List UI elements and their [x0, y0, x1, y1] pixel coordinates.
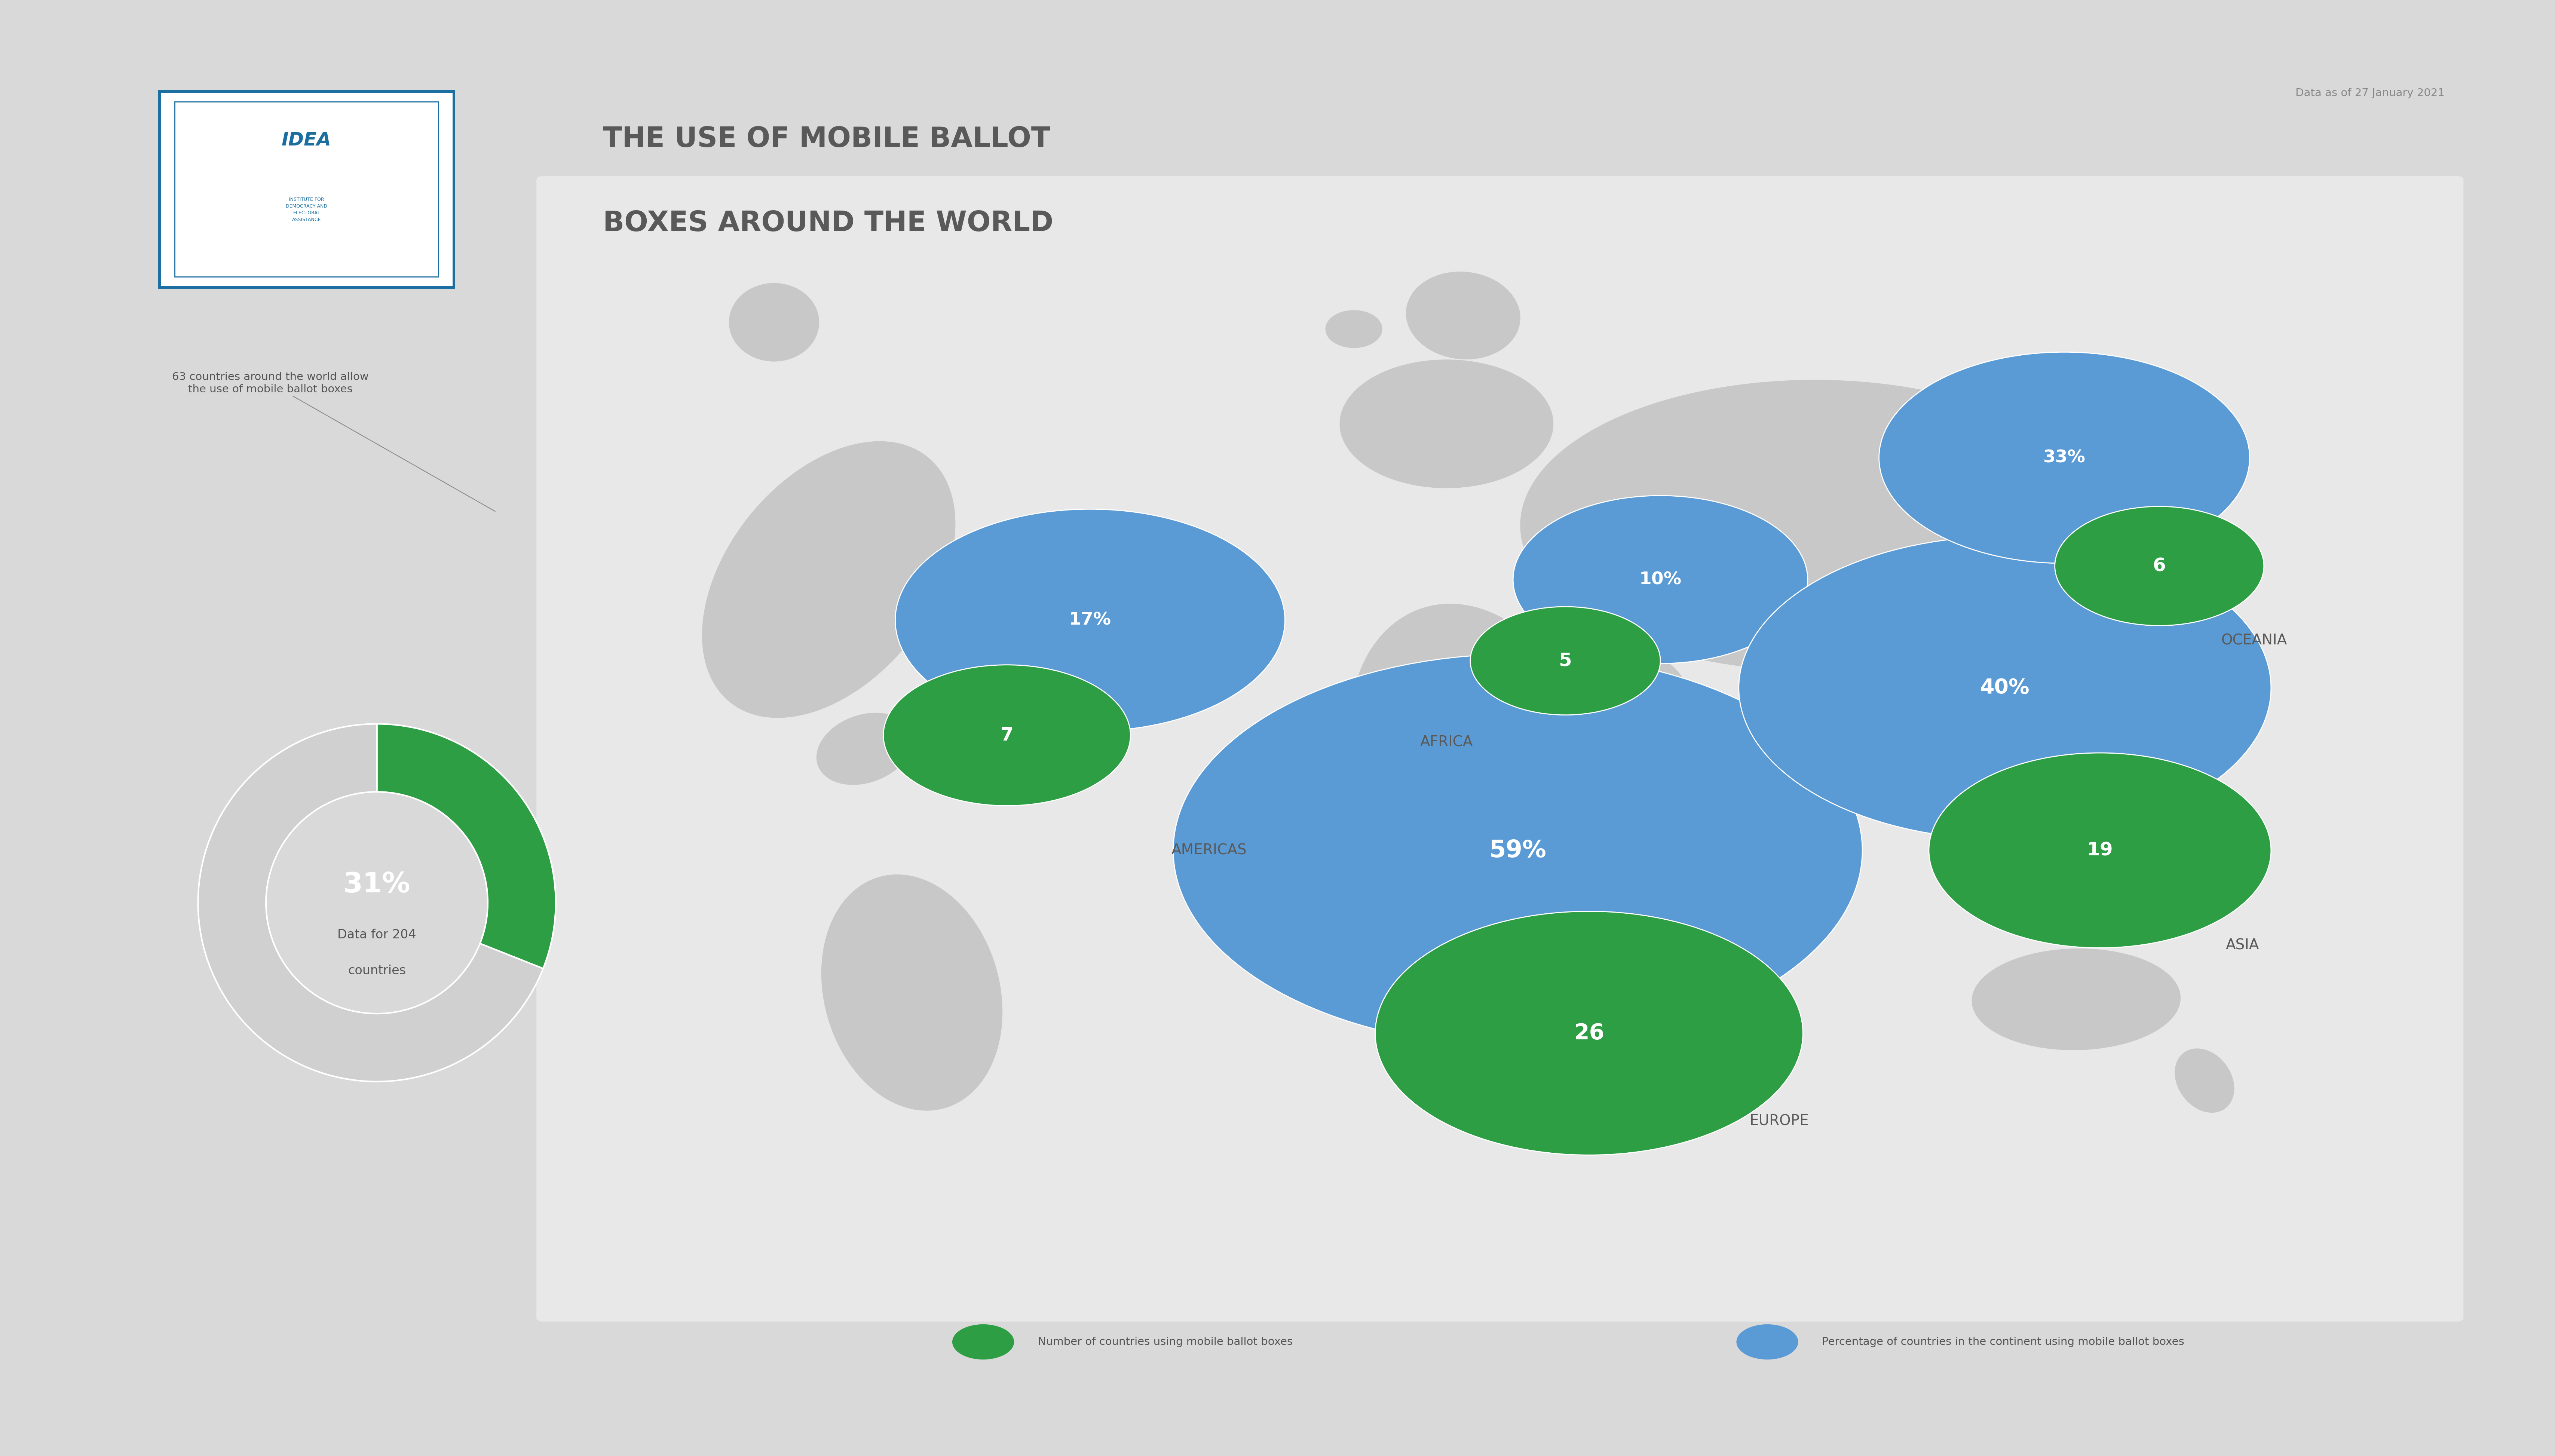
Text: Percentage of countries in the continent using mobile ballot boxes: Percentage of countries in the continent…: [1822, 1337, 2185, 1347]
Ellipse shape: [703, 441, 956, 718]
Circle shape: [894, 510, 1285, 731]
Text: BOXES AROUND THE WORLD: BOXES AROUND THE WORLD: [603, 210, 1053, 237]
Circle shape: [1737, 1325, 1799, 1360]
Text: THE USE OF MOBILE BALLOT: THE USE OF MOBILE BALLOT: [603, 125, 1050, 153]
Text: 33%: 33%: [2044, 450, 2085, 466]
Text: 40%: 40%: [1980, 678, 2029, 697]
Circle shape: [1740, 536, 2271, 840]
Ellipse shape: [1520, 380, 2110, 671]
Text: 6: 6: [2154, 558, 2167, 575]
Text: Data for 204: Data for 204: [337, 929, 416, 941]
Circle shape: [1513, 495, 1809, 664]
Ellipse shape: [818, 713, 912, 785]
Circle shape: [1469, 607, 1661, 715]
Wedge shape: [199, 724, 544, 1082]
Circle shape: [884, 665, 1129, 805]
Text: 63 countries around the world allow
the use of mobile ballot boxes: 63 countries around the world allow the …: [171, 371, 496, 511]
Ellipse shape: [1911, 738, 2049, 827]
Ellipse shape: [1339, 360, 1553, 488]
Ellipse shape: [2174, 1048, 2233, 1112]
Text: 26: 26: [1574, 1022, 1605, 1044]
Text: IDEA: IDEA: [281, 131, 332, 150]
Ellipse shape: [1349, 604, 1587, 894]
Text: Number of countries using mobile ballot boxes: Number of countries using mobile ballot …: [1037, 1337, 1293, 1347]
Text: OCEANIA: OCEANIA: [2220, 633, 2287, 648]
Circle shape: [1878, 352, 2248, 563]
Text: 10%: 10%: [1640, 571, 1681, 588]
Circle shape: [1929, 753, 2271, 948]
Text: ASIA: ASIA: [2225, 938, 2259, 952]
Ellipse shape: [1599, 655, 1689, 747]
FancyBboxPatch shape: [537, 176, 2463, 1322]
Text: INSTITUTE FOR
DEMOCRACY AND
ELECTORAL
ASSISTANCE: INSTITUTE FOR DEMOCRACY AND ELECTORAL AS…: [286, 197, 327, 223]
Ellipse shape: [1405, 272, 1520, 360]
Ellipse shape: [2034, 550, 2095, 636]
Text: 31%: 31%: [342, 871, 411, 898]
Ellipse shape: [820, 875, 1002, 1111]
Ellipse shape: [1326, 310, 1382, 348]
Circle shape: [2054, 507, 2264, 626]
Ellipse shape: [1972, 948, 2179, 1050]
Circle shape: [1375, 911, 1804, 1155]
Ellipse shape: [728, 282, 820, 361]
Ellipse shape: [1732, 671, 1850, 786]
Wedge shape: [376, 724, 554, 968]
Text: Data as of 27 January 2021: Data as of 27 January 2021: [2294, 87, 2445, 99]
Text: 59%: 59%: [1490, 839, 1546, 862]
FancyBboxPatch shape: [158, 92, 455, 287]
Text: 7: 7: [1002, 727, 1014, 744]
Text: 17%: 17%: [1068, 612, 1111, 629]
Text: AMERICAS: AMERICAS: [1170, 843, 1247, 858]
Ellipse shape: [1569, 550, 1707, 629]
Circle shape: [953, 1325, 1014, 1360]
Text: EUROPE: EUROPE: [1750, 1114, 1809, 1128]
Text: 19: 19: [2087, 842, 2113, 859]
Text: countries: countries: [347, 964, 406, 977]
Text: AFRICA: AFRICA: [1421, 735, 1474, 750]
Text: 5: 5: [1559, 652, 1571, 670]
Circle shape: [1173, 654, 1863, 1047]
